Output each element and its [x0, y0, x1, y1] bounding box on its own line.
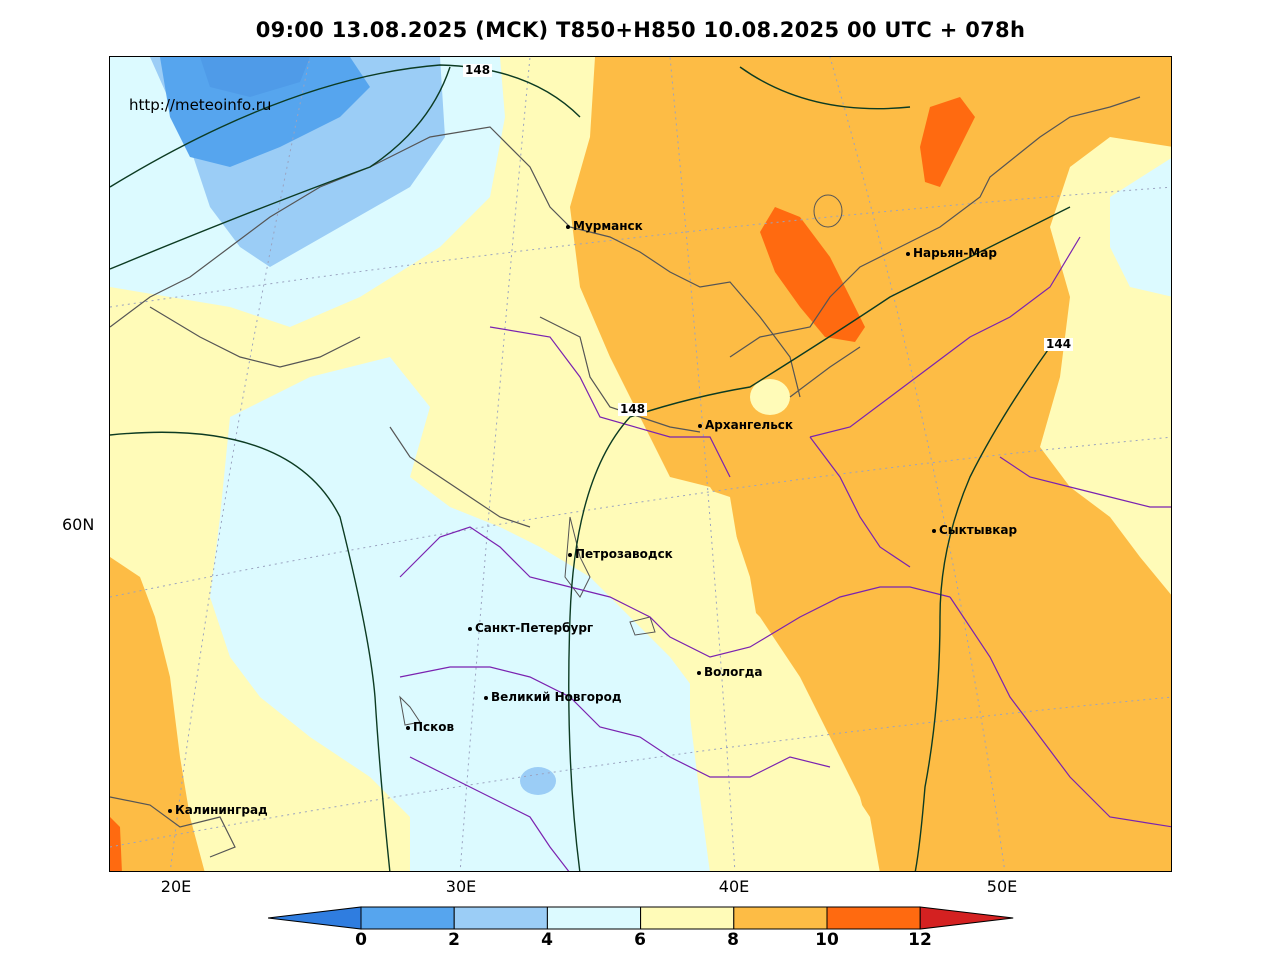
city-kaliningrad[interactable]: Калининград: [168, 803, 268, 817]
band-2-4-spot: [520, 767, 556, 795]
longitude-label-30e: 30E: [445, 877, 477, 896]
source-url[interactable]: http://meteoinfo.ru: [129, 96, 272, 114]
city-marker: [697, 670, 701, 675]
longitude-label-50e: 50E: [986, 877, 1018, 896]
legend-bin-<0: [268, 906, 362, 930]
city-pskov[interactable]: Псков: [406, 720, 454, 734]
city-petrozavodsk[interactable]: Петрозаводск: [568, 547, 673, 561]
legend-bin-8-10: [733, 906, 828, 930]
legend-bin->12: [919, 906, 1014, 930]
legend-bin-2-4: [453, 906, 548, 930]
band-0-2-core: [200, 57, 310, 97]
longitude-label-20e: 20E: [160, 877, 192, 896]
band-6-8-patch: [750, 379, 790, 415]
graticule: [110, 57, 1171, 871]
city-marker: [932, 528, 936, 533]
city-marker: [406, 725, 410, 730]
city-naryan-mar[interactable]: Нарьян-Мар: [906, 246, 997, 260]
latitude-label-60n: 60N: [62, 515, 95, 534]
legend-tick: 8: [727, 930, 739, 950]
city-saint-petersburg[interactable]: Санкт-Петербург: [468, 621, 593, 635]
contour-label: 148: [618, 402, 648, 416]
lakes: [399, 194, 843, 726]
legend-tick: 10: [815, 930, 839, 950]
band-10-12-west: [110, 817, 122, 871]
longitude-label-40e: 40E: [718, 877, 750, 896]
city-vologda[interactable]: Вологда: [697, 665, 762, 679]
legend-tick: 0: [355, 930, 367, 950]
city-marker: [484, 695, 488, 700]
city-marker: [168, 808, 172, 813]
temperature-map[interactable]: 148 148 144 Мурманск Нарьян-Мар Архангел…: [109, 56, 1172, 872]
band-4-6-northeast: [1110, 158, 1171, 297]
city-marker: [906, 251, 910, 256]
band-10-12-center: [760, 207, 865, 342]
legend-tick: 2: [448, 930, 460, 950]
admin-borders: [399, 236, 1171, 871]
legend-bin-0-2: [360, 906, 455, 930]
band-8-10-west: [110, 557, 205, 871]
city-syktyvkar[interactable]: Сыктывкар: [932, 523, 1017, 537]
contour-label: 148: [463, 63, 493, 77]
map-title: 09:00 13.08.2025 (MCK) T850+H850 10.08.2…: [255, 18, 1026, 42]
legend-bin-6-8: [640, 906, 735, 930]
coastlines: [110, 96, 1141, 858]
contours: [110, 64, 1071, 871]
city-veliky-novgorod[interactable]: Великий Новгород: [484, 690, 622, 704]
band-6-8-inlet: [690, 487, 740, 617]
city-marker: [698, 423, 702, 428]
legend-bin-10-12: [826, 906, 921, 930]
city-murmansk[interactable]: Мурманск: [566, 219, 643, 233]
band-10-12-north: [920, 97, 975, 187]
temperature-field: [110, 57, 1171, 871]
city-marker: [468, 626, 472, 631]
legend-tick: 6: [634, 930, 646, 950]
legend-tick: 4: [541, 930, 553, 950]
contour-label: 144: [1044, 337, 1074, 351]
color-legend: [268, 906, 1014, 930]
band-4-6-central: [210, 357, 730, 871]
legend-tick: 12: [908, 930, 932, 950]
city-marker: [566, 224, 570, 229]
legend-bin-4-6: [546, 906, 642, 930]
band-8-10-east: [570, 57, 1171, 871]
city-marker: [568, 552, 572, 557]
city-arkhangelsk[interactable]: Архангельск: [698, 418, 793, 432]
